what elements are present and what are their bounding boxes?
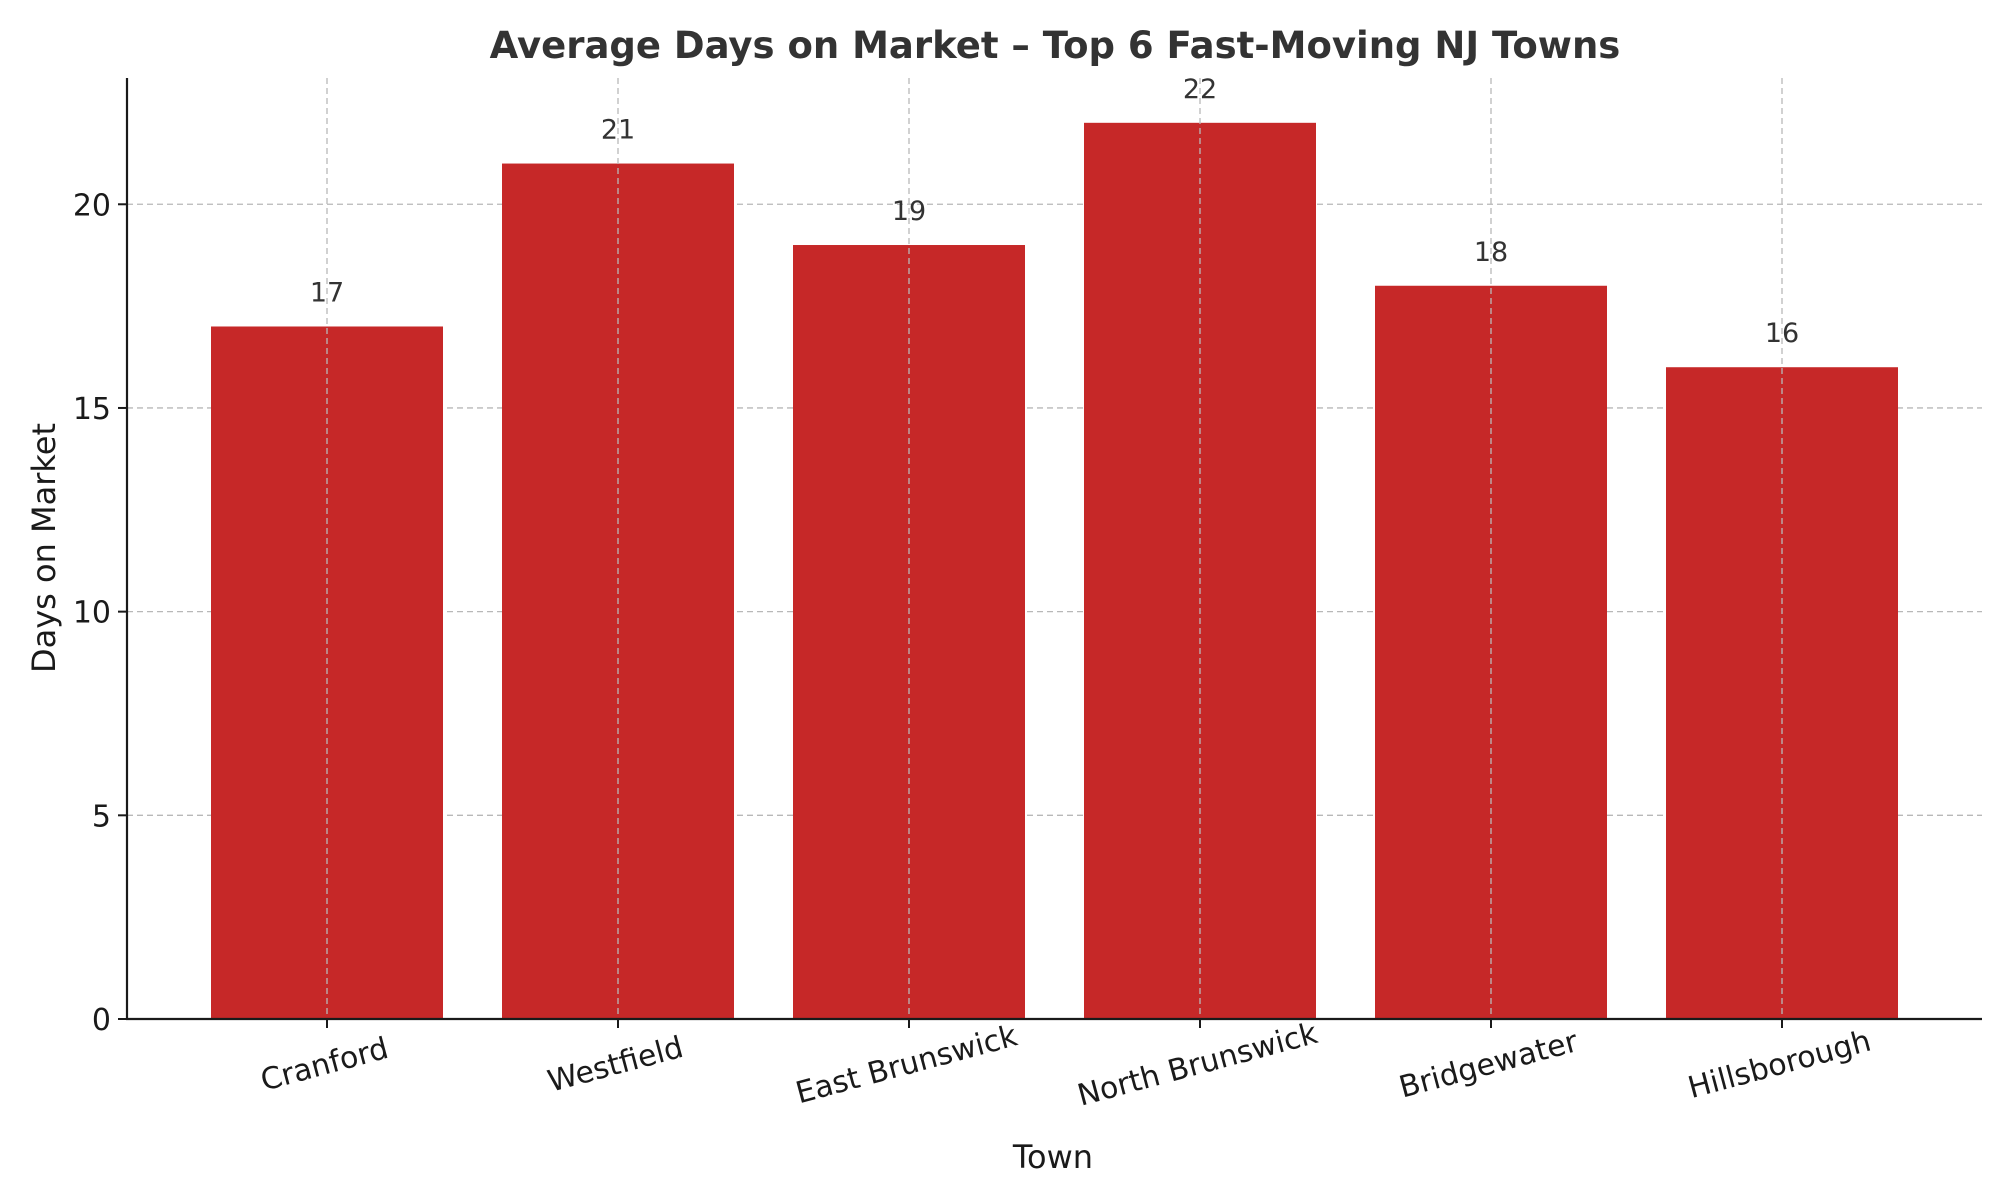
data-labels: 17 21 19 22 18 16 bbox=[310, 74, 1799, 349]
y-axis-label: Days on Market bbox=[25, 423, 63, 673]
y-tick-label: 5 bbox=[92, 799, 111, 834]
x-tick-label: North Brunswick bbox=[1074, 1016, 1322, 1114]
y-tick-label: 20 bbox=[73, 188, 111, 223]
bar-value-label: 18 bbox=[1474, 237, 1508, 268]
bar-value-label: 22 bbox=[1183, 74, 1217, 105]
axes bbox=[125, 78, 1982, 1021]
bar-value-label: 16 bbox=[1765, 318, 1799, 349]
vertical-grid-lines bbox=[326, 78, 1783, 1019]
x-tick-label: East Brunswick bbox=[792, 1018, 1021, 1111]
y-tick-label: 10 bbox=[73, 596, 111, 631]
y-tick-label: 15 bbox=[73, 392, 111, 427]
bar-value-label: 19 bbox=[892, 196, 926, 227]
bars bbox=[211, 122, 1898, 1020]
y-tick-label: 0 bbox=[92, 1003, 111, 1038]
x-tick-label: Bridgewater bbox=[1395, 1024, 1582, 1105]
bar-value-label: 17 bbox=[310, 277, 344, 308]
x-axis-label: Town bbox=[1012, 1138, 1093, 1176]
bar-value-label: 21 bbox=[601, 115, 635, 146]
x-tick-label: Westfield bbox=[544, 1030, 687, 1100]
y-axis-ticks: 0 5 10 15 20 bbox=[73, 188, 127, 1038]
chart-title: Average Days on Market – Top 6 Fast-Movi… bbox=[490, 24, 1621, 67]
x-tick-label: Hillsborough bbox=[1684, 1024, 1874, 1106]
x-tick-label: Cranford bbox=[257, 1031, 392, 1099]
x-axis-ticks: Cranford Westfield East Brunswick North Bru… bbox=[257, 1016, 1875, 1114]
